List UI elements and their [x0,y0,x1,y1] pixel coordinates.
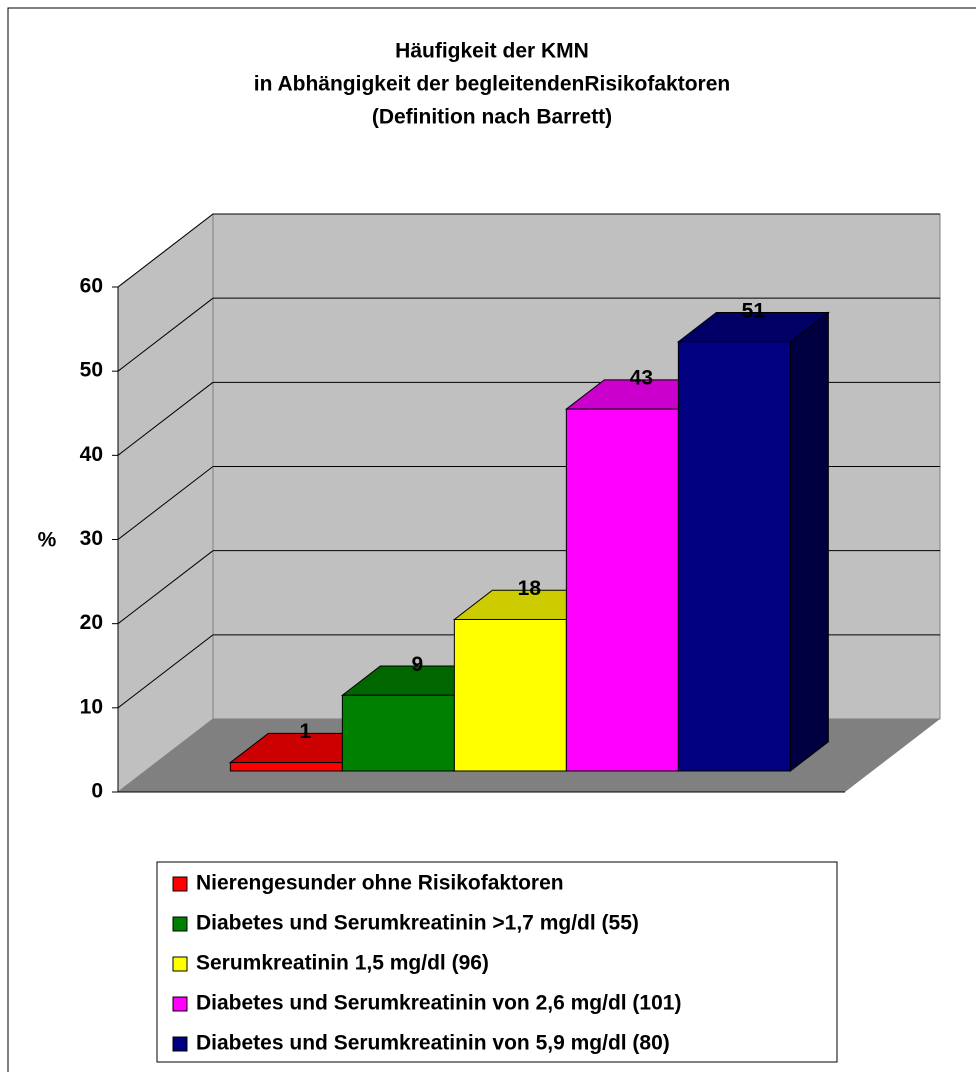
grid-line [117,381,214,456]
legend-label: Diabetes und Serumkreatinin von 5,9 mg/d… [196,1032,670,1055]
legend-swatch [172,916,188,932]
bar [677,341,791,772]
chart-title: Häufigkeit der KMN in Abhängigkeit der be… [254,40,730,129]
value-label: 1 [300,720,312,743]
bar [453,618,567,772]
y-tick-label: 50 [80,359,103,382]
grid-line [117,550,214,625]
y-axis-label: % [38,529,57,552]
bar [229,762,343,772]
grid-line [117,466,214,540]
bar-side [789,311,829,772]
grid-line [117,297,214,372]
legend-swatch [172,876,188,892]
legend-label: Diabetes und Serumkreatinin von 2,6 mg/d… [196,992,681,1015]
legend-label: Nierengesunder ohne Risikofaktoren [196,872,564,895]
y-tick-label: 40 [80,443,103,466]
bar [341,694,455,772]
y-tick-label: 60 [80,275,103,298]
y-tick-label: 0 [91,780,103,803]
legend-swatch [172,956,188,972]
y-tick-label: 10 [80,695,103,718]
value-label: 18 [518,577,542,600]
grid-line [117,634,214,709]
title-line: Häufigkeit der KMN [395,40,589,63]
legend-label: Diabetes und Serumkreatinin >1,7 mg/dl (… [196,912,639,935]
legend [156,861,838,1063]
bar [565,408,679,772]
value-label: 43 [630,367,653,390]
legend-label: Serumkreatinin 1,5 mg/dl (96) [196,952,489,975]
legend-swatch [172,996,188,1012]
value-label: 9 [412,653,424,676]
title-line: (Definition nach Barrett) [372,106,612,129]
value-label: 51 [742,299,766,322]
legend-swatch [172,1036,188,1052]
y-tick-label: 30 [80,527,103,550]
grid-line [117,213,214,288]
y-tick-label: 20 [80,611,103,634]
title-line: in Abhängigkeit der begleitendenRisikofa… [254,73,730,96]
